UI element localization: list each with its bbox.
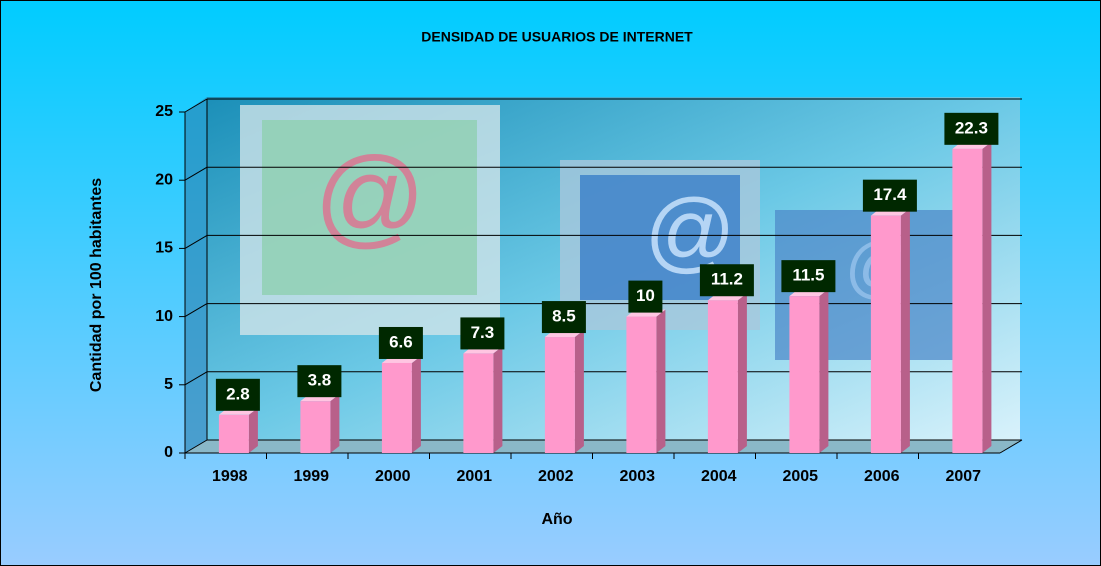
chart-title: DENSIDAD DE USUARIOS DE INTERNET: [421, 29, 693, 45]
data-label-box: [215, 378, 260, 411]
bar: [870, 215, 901, 453]
x-tick-label: 2001: [456, 468, 492, 485]
x-axis-label: Año: [541, 511, 572, 528]
x-tick-label: 2002: [538, 468, 574, 485]
data-label: 6.6: [389, 332, 413, 351]
svg-text:@: @: [314, 135, 426, 258]
data-label: 11.2: [711, 270, 743, 289]
grid-line: [184, 371, 208, 386]
grid-line: [184, 98, 208, 113]
bar-side: [248, 407, 258, 453]
bar-side: [411, 355, 421, 453]
data-label-box: [460, 317, 505, 350]
grid-line: [184, 166, 208, 181]
bar-side: [574, 330, 584, 453]
data-label: 11.5: [792, 266, 824, 285]
grid-line: [184, 234, 208, 249]
data-label-box: [862, 179, 917, 212]
data-label-box: [297, 365, 342, 398]
bar: [952, 148, 983, 453]
x-tick-label: 2005: [782, 468, 818, 485]
data-label-box: [944, 112, 999, 145]
bar: [381, 362, 412, 453]
data-label: 2.8: [226, 384, 250, 403]
y-axis-label: Cantidad por 100 habitantes: [88, 178, 105, 392]
plot-backdrop: @ @ @: [185, 97, 1022, 453]
data-label: 22.3: [955, 118, 988, 137]
bar: [463, 353, 494, 453]
data-label-box: [628, 280, 663, 313]
x-axis-back: [999, 439, 1023, 454]
x-tick-label: 2000: [375, 468, 411, 485]
bar: [707, 300, 738, 453]
bar-side: [819, 289, 829, 453]
data-label: 3.8: [308, 371, 332, 390]
data-label-box: [378, 326, 423, 359]
x-tick-label: 1998: [212, 468, 248, 485]
bar: [626, 316, 657, 453]
x-tick-label: 2006: [864, 468, 900, 485]
x-tick-label: 2007: [945, 468, 981, 485]
bar-side: [737, 293, 747, 453]
x-tick-label: 2003: [619, 468, 655, 485]
y-tick-label: 5: [164, 376, 173, 393]
x-tick-label: 2004: [701, 468, 737, 485]
data-label-box: [699, 264, 754, 297]
bar-side: [656, 309, 666, 453]
bar-side: [330, 394, 340, 453]
data-label: 17.4: [873, 185, 907, 204]
data-label: 7.3: [471, 323, 495, 342]
bar: [300, 401, 331, 453]
y-tick-label: 20: [155, 171, 173, 188]
grid-line: [184, 439, 208, 454]
bar-side: [493, 346, 503, 453]
y-tick-label: 0: [164, 444, 173, 461]
x-tick-label: 1999: [293, 468, 329, 485]
bar-side: [900, 208, 910, 453]
y-tick-label: 25: [155, 103, 173, 120]
data-label: 10: [636, 286, 655, 305]
data-label-box: [541, 301, 586, 334]
y-tick-label: 15: [155, 240, 173, 257]
bar: [218, 414, 249, 453]
data-label: 8.5: [552, 307, 576, 326]
y-tick-label: 10: [155, 308, 173, 325]
bar-side: [982, 141, 992, 453]
bar: [544, 337, 575, 453]
grid-line: [184, 303, 208, 318]
bar: [789, 296, 820, 453]
data-label-box: [781, 260, 836, 293]
